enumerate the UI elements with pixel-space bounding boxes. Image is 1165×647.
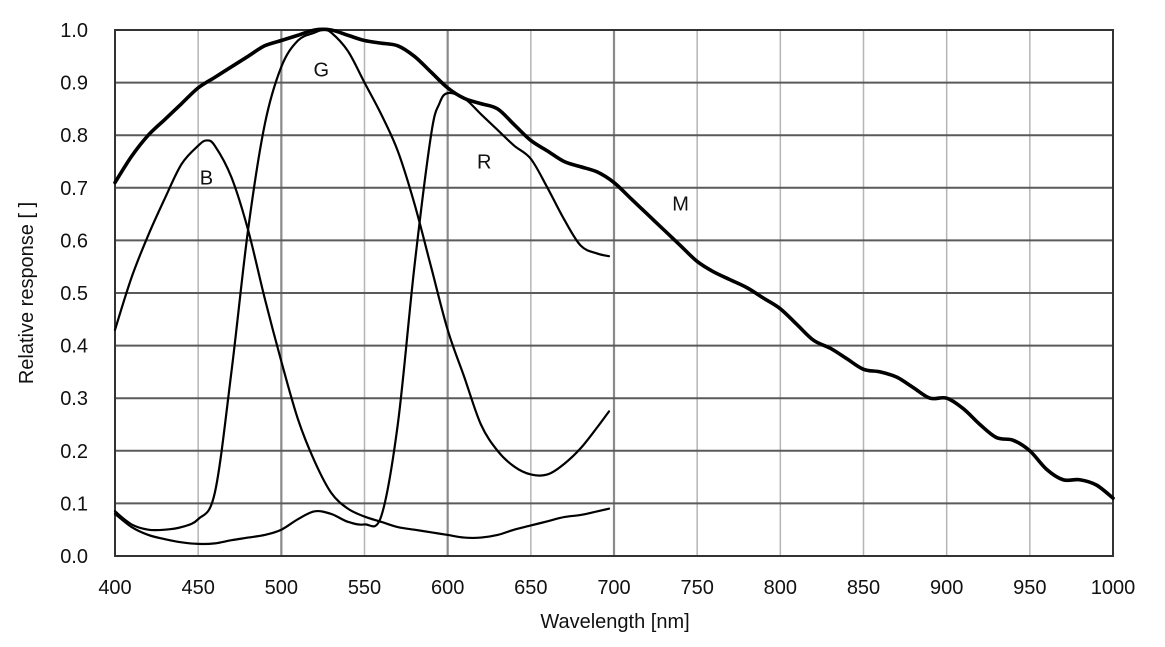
x-tick-label: 550 [348,577,381,599]
y-tick-label: 0.3 [60,388,88,410]
response-curves [113,27,1115,546]
x-tick-label: 450 [181,577,214,599]
plot-frame [114,29,1114,557]
x-tick-label: 850 [847,577,880,599]
x-tick-label: 750 [680,577,713,599]
x-tick-label: 500 [265,577,298,599]
series-line-g [113,28,611,532]
y-tick-label: 1.0 [60,20,88,42]
y-tick-label: 0.6 [60,230,88,252]
y-axis-title: Relative response [ ] [16,202,38,384]
series-label-r: R [477,152,491,174]
x-tick-label: 900 [930,577,963,599]
y-tick-label: 0.4 [60,336,88,358]
x-tick-label: 800 [764,577,797,599]
x-tick-label: 700 [597,577,630,599]
grid-lines [115,30,1113,556]
series-line-b [113,139,611,540]
series-line-m [113,27,1115,500]
tick-labels: 400 450 500 550 600 650 700 750 800 850 900 950 1000… [60,20,1135,599]
y-tick-label: 0.0 [60,546,88,568]
y-tick-label: 0.8 [60,125,88,147]
x-tick-label: 400 [98,577,131,599]
series-label-g: G [313,59,329,81]
y-tick-label: 0.9 [60,73,88,95]
x-tick-label: 600 [431,577,464,599]
y-tick-label: 0.2 [60,441,88,463]
y-tick-label: 0.7 [60,178,88,200]
x-tick-label: 950 [1013,577,1046,599]
series-line-r [113,91,611,546]
y-tick-label: 0.5 [60,283,88,305]
curve-labels: M B G R [200,59,689,215]
x-axis-title: Wavelength [nm] [540,611,689,633]
x-tick-label: 1000 [1091,577,1136,599]
plot-border [114,29,1114,557]
series-label-m: M [672,194,689,216]
series-label-b: B [200,167,213,189]
x-tick-label: 650 [514,577,547,599]
y-tick-label: 0.1 [60,493,88,515]
